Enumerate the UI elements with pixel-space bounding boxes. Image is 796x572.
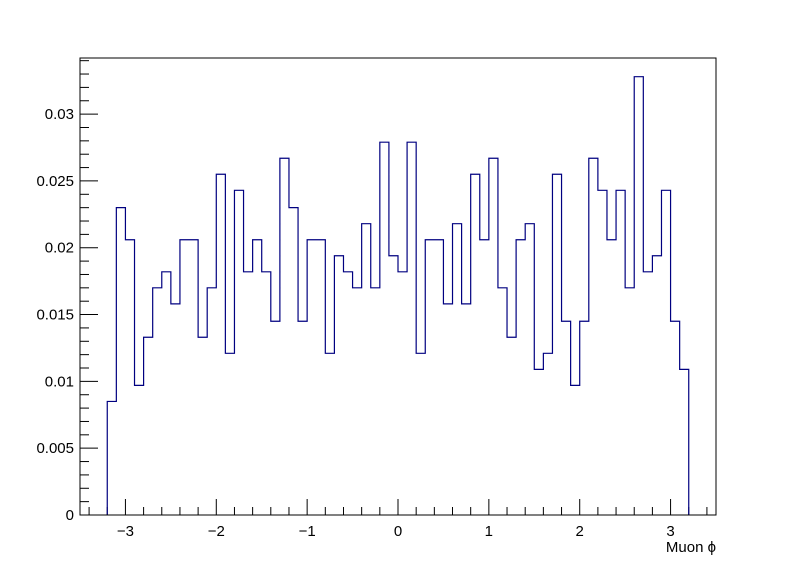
histogram-bin [380,142,389,515]
histogram-bin [307,240,316,515]
histogram-bin [107,401,116,515]
y-tick-label: 0.015 [36,307,74,324]
plot-frame [79,57,717,516]
histogram-bin [425,240,434,515]
x-axis-title: Muon ϕ [666,539,716,556]
histogram-bin [325,353,334,515]
histogram-bin [353,288,362,515]
histogram-bin [207,288,216,515]
x-tick-label: −1 [299,523,316,540]
histogram-bin [189,240,198,515]
histogram-bin [643,272,652,515]
histogram-bin [135,385,144,515]
histogram-bin [162,272,171,515]
histogram-bin [443,304,452,515]
histogram-bin [580,321,589,515]
histogram-bin [543,353,552,515]
tick-labels: −3 −2 −1 0 1 2 3 0 0.005 0.01 0.015 0.02 0.025 0.03 [36,106,674,540]
histogram-bin [280,158,289,515]
histogram-bin [534,369,543,515]
histogram-bin [625,288,634,515]
histogram-bin [407,142,416,515]
x-tick-label: −2 [208,523,225,540]
histogram-bin [507,337,516,515]
histogram-bin [671,321,680,515]
histogram-bin [371,288,380,515]
histogram-bin [661,190,670,515]
y-tick-label: 0.03 [45,106,74,123]
histogram-bin [289,208,298,515]
histogram-bin [125,240,134,515]
histogram-bin [416,353,425,515]
y-tick-label: 0 [66,507,74,524]
histogram-bin [525,224,534,515]
histogram-bin [198,337,207,515]
histogram-bin [262,272,271,515]
histogram-bin [244,272,253,515]
histogram-bin [216,174,225,515]
histogram-bin [616,190,625,515]
histogram-bin [116,208,125,515]
x-tick-label: 1 [485,523,493,540]
histogram-bin [552,174,561,515]
histogram-bin [607,240,616,515]
histogram-bin [398,272,407,515]
x-tick-label: 3 [666,523,674,540]
histogram-bin [316,240,325,515]
histogram-bin [462,304,471,515]
histogram-bin [589,158,598,515]
histogram-bin [562,321,571,515]
histogram-bin [253,240,262,515]
histogram-bin [480,240,489,515]
histogram-bin [598,190,607,515]
histogram-bin [271,321,280,515]
histogram-bin [225,353,234,515]
histogram-bin [571,385,580,515]
histogram-bin [498,288,507,515]
histogram-bin [453,224,462,515]
histogram-bin [180,240,189,515]
histogram-bin [634,77,643,515]
histogram-bin [680,369,689,515]
histogram-bin [298,321,307,515]
y-tick-label: 0.01 [45,373,74,390]
y-tick-label: 0.025 [36,173,74,190]
histogram-bin [434,240,443,515]
histogram-bin [171,304,180,515]
y-tick-label: 0.005 [36,440,74,457]
histogram-bin [471,174,480,515]
histogram-bin [234,190,243,515]
histogram-bin [652,256,661,515]
histogram-bin [153,288,162,515]
histogram-bin [362,224,371,515]
histogram-outline [106,76,690,515]
histogram-bin [389,256,398,515]
histogram-bin [516,240,525,515]
histogram-bin [334,256,343,515]
histogram-bin [489,158,498,515]
x-tick-label: 0 [394,523,402,540]
histogram-bin [343,272,352,515]
x-tick-label: 2 [576,523,584,540]
y-tick-label: 0.02 [45,240,74,257]
x-tick-label: −3 [117,523,134,540]
histogram-bin [144,337,153,515]
